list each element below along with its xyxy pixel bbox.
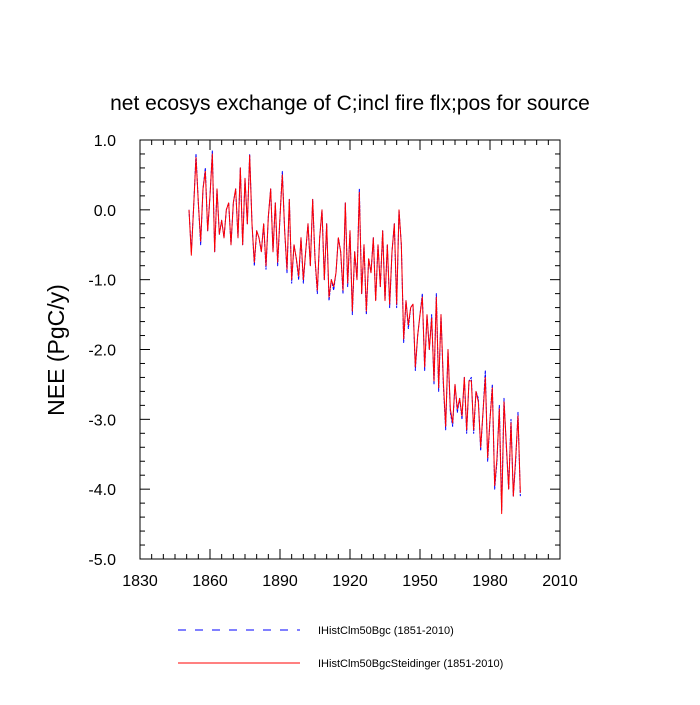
y-tick-label: -5.0 [88, 552, 116, 569]
chart-title: net ecosys exchange of C;incl fire flx;p… [110, 92, 590, 115]
y-tick-label: -4.0 [88, 482, 116, 499]
legend-label-2: IHistClm50BgcSteidinger (1851-2010) [318, 658, 503, 670]
y-axis-label: NEE (PgC/y) [43, 284, 69, 416]
y-tick-label: -3.0 [88, 412, 116, 429]
y-tick-label: 0.0 [94, 203, 116, 220]
y-tick-label: -1.0 [88, 273, 116, 290]
x-tick-label: 1860 [192, 573, 228, 590]
plot-frame [139, 139, 561, 560]
x-tick-label: 1980 [472, 573, 508, 590]
y-tick-label: -2.0 [88, 343, 116, 360]
x-tick-label: 1950 [402, 573, 438, 590]
x-tick-label: 1890 [262, 573, 298, 590]
axis-ticks: 1830 1860 1890 1920 1950 1980 2010 1.0 0.0 -1.0 -2… [88, 133, 577, 590]
legend: IHistClm50Bgc (1851-2010) IHistClm50BgcSt… [178, 625, 503, 670]
legend-label-1: IHistClm50Bgc (1851-2010) [318, 625, 454, 637]
series-layer [188, 149, 521, 515]
y-tick-label: 1.0 [94, 133, 116, 150]
x-tick-label: 2010 [542, 573, 578, 590]
x-tick-label: 1920 [332, 573, 368, 590]
x-tick-label: 1830 [122, 573, 158, 590]
series-line-2 [188, 153, 521, 515]
